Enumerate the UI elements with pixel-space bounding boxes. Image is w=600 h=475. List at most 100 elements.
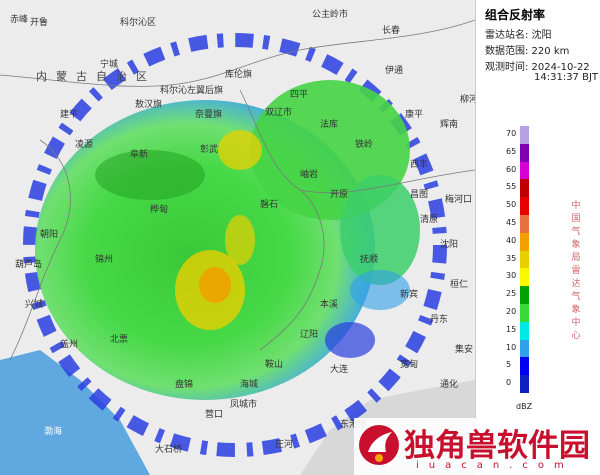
place-label: 科尔沁区 — [120, 18, 157, 28]
place-label: 桦甸 — [150, 205, 169, 215]
place-label: 宽甸 — [400, 360, 419, 370]
place-label: 库伦旗 — [225, 70, 253, 80]
place-label: 大连 — [330, 365, 349, 375]
legend-swatch — [520, 339, 529, 358]
radar-range-ring — [23, 33, 447, 457]
place-label: 大石桥 — [155, 445, 183, 455]
place-label: 岫岩 — [300, 170, 319, 180]
observation-time: 14:31:37 BJT — [534, 72, 599, 83]
unicorn-logo-icon — [359, 425, 399, 465]
legend-swatch — [520, 143, 529, 162]
legend-swatch — [520, 126, 529, 144]
radar-echo-layer — [0, 19, 475, 475]
place-label: 长春 — [382, 26, 401, 36]
echo-region — [23, 33, 447, 457]
place-label: 西丰 — [410, 160, 429, 170]
legend-tick-label: 70 — [506, 129, 517, 138]
watermark: 独角兽软件园 iuacan.com — [354, 418, 600, 475]
legend-tick-label: 35 — [506, 253, 517, 263]
place-label: 阜新 — [130, 150, 149, 160]
place-label: 凌源 — [75, 140, 94, 150]
place-label: 公主岭市 — [312, 10, 349, 20]
place-label: 凤城市 — [230, 400, 258, 410]
place-label: 清原 — [420, 215, 439, 225]
place-label: 新宾 — [400, 290, 419, 300]
watermark-text: 独角兽软件园 — [404, 428, 590, 464]
place-label: 东港市 — [340, 420, 367, 430]
legend-swatch — [520, 375, 529, 393]
legend-swatch — [520, 161, 529, 180]
place-label: 丹东 — [430, 315, 449, 325]
legend-tick-label: 15 — [506, 324, 517, 334]
place-label: 宁城 — [100, 60, 119, 70]
province-label: 内蒙古自治区 — [36, 70, 156, 83]
place-label: 海城 — [240, 380, 259, 390]
place-label: 葫芦岛 — [15, 260, 43, 270]
legend-swatch — [520, 321, 529, 340]
place-label: 开鲁 — [30, 18, 49, 28]
echo-east — [340, 175, 420, 285]
legend-swatch — [520, 179, 529, 198]
legend-tick-label: 30 — [506, 271, 517, 281]
legend-swatch — [520, 268, 529, 287]
place-label: 北票 — [110, 335, 129, 345]
place-label: 昌图 — [410, 190, 429, 200]
echo-mid-yellow — [225, 215, 255, 265]
place-label: 开原 — [330, 190, 349, 200]
observation-date: 观测时间: 2024-10-22 — [485, 62, 590, 73]
legend-swatch — [520, 232, 529, 251]
place-label: 通化 — [440, 380, 459, 390]
legend-tick-label: 40 — [506, 235, 517, 245]
data-range: 数据范围: 220 km — [485, 46, 570, 57]
place-label: 敖汉旗 — [135, 100, 163, 110]
radar-map[interactable]: 内蒙古自治区 渤海 开鲁 科尔沁区科尔沁左翼后旗 公主岭市长春伊通四平双辽市铁岭开原… — [0, 0, 475, 475]
place-label: 双辽市 — [265, 108, 293, 118]
echo-core-orange — [199, 267, 231, 303]
legend-swatch — [520, 197, 529, 215]
place-label: 锦州 — [95, 255, 114, 265]
place-label: 朝阳 — [40, 230, 59, 240]
legend-tick-label: 50 — [506, 200, 517, 210]
place-label: 四平 — [290, 90, 309, 100]
place-label: 康平 — [405, 110, 424, 120]
place-label: 彰武 — [200, 145, 219, 155]
place-label: 营口 — [205, 410, 224, 420]
watermark-url: iuacan.com — [416, 460, 574, 471]
place-label: 磐石 — [260, 200, 279, 210]
station-name: 雷达站名: 沈阳 — [485, 30, 552, 41]
legend-tick-label: 25 — [506, 289, 517, 299]
place-label: 盘锦 — [175, 380, 194, 390]
place-label: 辉南 — [440, 120, 459, 130]
echo-north-yellow — [218, 130, 262, 170]
info-panel: 组合反射率 雷达站名: 沈阳 数据范围: 220 km 观测时间: 2024-1… — [475, 0, 600, 475]
place-label: 建平 — [60, 110, 79, 120]
place-label: 科尔沁左翼后旗 — [160, 86, 224, 96]
legend-tick-label: 45 — [506, 218, 517, 227]
place-label: 本溪 — [320, 300, 339, 310]
echo-light-blue — [350, 270, 410, 310]
province-borders — [0, 19, 475, 361]
legend-tick-label: 10 — [506, 342, 517, 352]
product-title: 组合反射率 — [485, 8, 546, 22]
legend-tick-label: 20 — [506, 307, 517, 316]
place-label: 鞍山 — [265, 360, 284, 370]
place-label: 辽阳 — [300, 330, 319, 340]
place-label: 桓仁 — [450, 280, 469, 290]
place-label: 盖州 — [60, 340, 79, 350]
legend-tick-label: 5 — [506, 360, 512, 370]
place-label: 铁岭 — [355, 140, 374, 150]
place-label: 伊通 — [385, 66, 404, 76]
sea-label: 渤海 — [44, 427, 63, 437]
place-label: 赤峰 — [10, 15, 29, 25]
place-label: 梅河口 — [445, 195, 473, 205]
echo-dark-band — [95, 150, 205, 200]
legend-tick-label: 55 — [506, 182, 517, 192]
place-label: 沈阳 — [440, 240, 459, 250]
legend-swatch — [520, 286, 529, 304]
place-label: 法库 — [320, 120, 339, 130]
org-vertical-text: 中国气象局雷达气象中心 — [571, 201, 581, 341]
legend-tick-label: 65 — [506, 146, 517, 156]
echo-blue — [325, 322, 375, 358]
place-label: 庄河 — [275, 440, 294, 450]
